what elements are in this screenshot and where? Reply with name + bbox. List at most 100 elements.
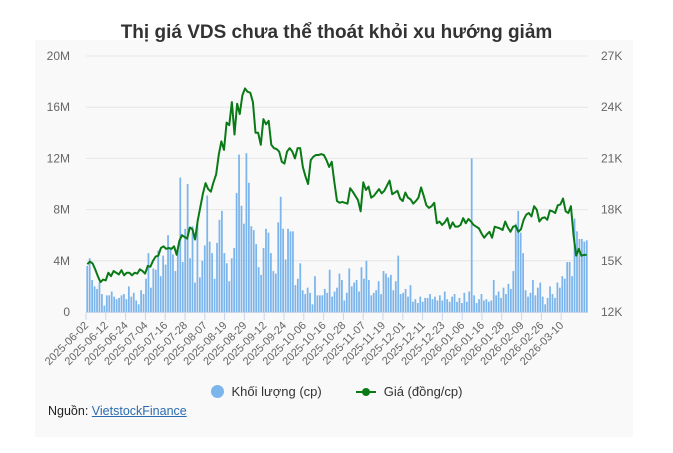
volume-bar[interactable]	[103, 305, 106, 312]
volume-bar[interactable]	[527, 296, 529, 312]
volume-bar[interactable]	[279, 196, 282, 312]
volume-bar[interactable]	[186, 184, 189, 312]
volume-bar[interactable]	[289, 231, 292, 312]
volume-bar[interactable]	[390, 274, 392, 312]
volume-bar[interactable]	[142, 294, 145, 312]
volume-bar[interactable]	[446, 299, 449, 312]
volume-bar[interactable]	[529, 292, 532, 312]
volume-bar[interactable]	[463, 292, 466, 312]
volume-bar[interactable]	[438, 295, 441, 312]
volume-bar[interactable]	[309, 292, 311, 312]
volume-bar[interactable]	[284, 259, 287, 312]
volume-bar[interactable]	[96, 288, 98, 312]
volume-bar[interactable]	[358, 291, 360, 312]
volume-bar[interactable]	[201, 260, 204, 312]
volume-bar[interactable]	[316, 295, 319, 312]
volume-bar[interactable]	[343, 300, 346, 312]
volume-bar[interactable]	[127, 286, 130, 312]
volume-bar[interactable]	[115, 299, 118, 312]
volume-bar[interactable]	[480, 294, 483, 312]
volume-bar[interactable]	[583, 241, 586, 312]
volume-bar[interactable]	[571, 276, 573, 312]
volume-bar[interactable]	[108, 295, 111, 312]
volume-bar[interactable]	[549, 286, 551, 312]
volume-bar[interactable]	[333, 291, 336, 312]
volume-bar[interactable]	[414, 299, 417, 312]
volume-bar[interactable]	[240, 205, 243, 312]
volume-bar[interactable]	[563, 278, 566, 312]
volume-bar[interactable]	[509, 288, 512, 312]
volume-bar[interactable]	[326, 292, 329, 312]
volume-bar[interactable]	[88, 258, 91, 312]
volume-bar[interactable]	[534, 295, 537, 312]
volume-bar[interactable]	[181, 262, 184, 312]
volume-bar[interactable]	[198, 277, 201, 312]
volume-bar[interactable]	[541, 296, 544, 312]
volume-bar[interactable]	[270, 253, 272, 312]
volume-bar[interactable]	[267, 232, 270, 312]
volume-bar[interactable]	[252, 230, 255, 312]
volume-bar[interactable]	[336, 287, 338, 312]
volume-bar[interactable]	[213, 278, 216, 312]
volume-bar[interactable]	[475, 303, 478, 312]
volume-bar[interactable]	[341, 280, 343, 312]
volume-bar[interactable]	[416, 303, 419, 312]
volume-bar[interactable]	[130, 296, 133, 312]
volume-bar[interactable]	[294, 285, 297, 312]
volume-bar[interactable]	[372, 292, 375, 312]
volume-bar[interactable]	[318, 295, 321, 312]
volume-bar[interactable]	[448, 301, 451, 312]
volume-bar[interactable]	[323, 288, 326, 312]
volume-bar[interactable]	[456, 301, 458, 312]
volume-bar[interactable]	[375, 290, 378, 312]
volume-bar[interactable]	[179, 177, 182, 312]
volume-bar[interactable]	[233, 248, 236, 312]
volume-bar[interactable]	[191, 226, 194, 312]
volume-bar[interactable]	[110, 291, 113, 312]
volume-bar[interactable]	[581, 239, 583, 312]
legend-item-price[interactable]: Giá (đồng/cp)	[355, 384, 462, 399]
volume-bar[interactable]	[394, 281, 397, 312]
volume-bar[interactable]	[301, 290, 304, 312]
volume-bar[interactable]	[490, 300, 493, 312]
volume-bar[interactable]	[495, 295, 498, 312]
volume-bar[interactable]	[277, 222, 280, 312]
volume-bar[interactable]	[152, 268, 155, 312]
volume-bar[interactable]	[314, 276, 316, 312]
volume-bar[interactable]	[162, 255, 165, 312]
volume-bar[interactable]	[135, 300, 138, 312]
volume-bar[interactable]	[426, 297, 429, 312]
volume-bar[interactable]	[292, 231, 294, 312]
price-line[interactable]	[86, 87, 587, 284]
volume-bar[interactable]	[345, 292, 348, 312]
volume-bar[interactable]	[353, 282, 356, 312]
volume-bar[interactable]	[532, 280, 534, 312]
volume-bar[interactable]	[505, 294, 507, 312]
volume-bar[interactable]	[585, 240, 588, 312]
volume-bar[interactable]	[517, 210, 520, 312]
volume-bar[interactable]	[561, 276, 564, 312]
volume-bar[interactable]	[132, 292, 135, 312]
volume-bar[interactable]	[507, 283, 510, 312]
volume-bar[interactable]	[255, 244, 258, 312]
volume-bar[interactable]	[485, 299, 488, 312]
volume-bar[interactable]	[465, 301, 468, 312]
volume-bar[interactable]	[576, 231, 578, 312]
volume-bar[interactable]	[522, 253, 524, 312]
volume-bar[interactable]	[502, 287, 505, 312]
volume-bar[interactable]	[429, 294, 431, 312]
volume-bar[interactable]	[265, 228, 267, 312]
volume-bar[interactable]	[159, 276, 162, 312]
volume-bar[interactable]	[137, 304, 140, 312]
volume-bar[interactable]	[468, 291, 471, 312]
volume-bar[interactable]	[556, 282, 559, 312]
volume-bar[interactable]	[328, 269, 331, 312]
volume-bars[interactable]	[86, 153, 588, 312]
volume-bar[interactable]	[145, 278, 147, 312]
volume-bar[interactable]	[150, 287, 152, 312]
volume-bar[interactable]	[497, 291, 500, 312]
volume-bar[interactable]	[101, 294, 103, 312]
volume-bar[interactable]	[377, 281, 380, 312]
volume-bar[interactable]	[123, 294, 125, 312]
volume-bar[interactable]	[169, 249, 172, 312]
